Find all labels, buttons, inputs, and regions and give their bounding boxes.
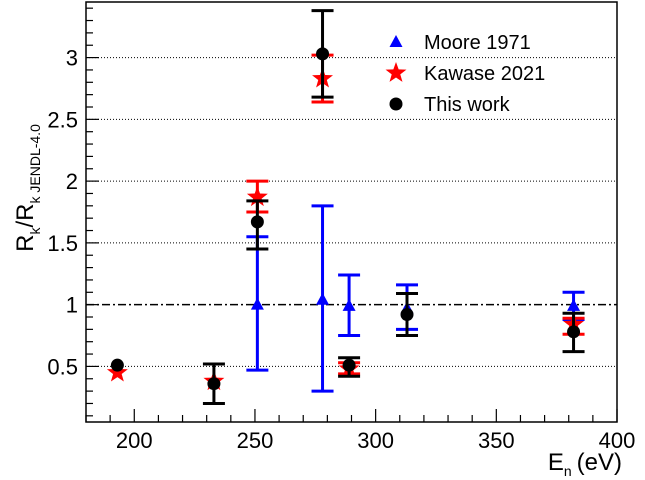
x-tick-label: 200 [116,428,153,453]
x-axis-title: En (eV) [548,449,622,479]
y-title-sub1: k [27,227,43,235]
legend-label: Kawase 2021 [424,63,545,85]
axes: 200 250 300 350 400 0.5 1 1.5 2 2.5 3 [47,7,636,453]
y-title-main: R [12,235,39,252]
y-tick-label: 1.5 [47,231,78,256]
y-tick-label: 2.5 [47,107,78,132]
data-series [106,9,585,405]
triangle-marker [316,292,330,305]
circle-marker [207,377,221,391]
circle-marker [250,215,264,229]
triangle-marker [250,297,264,310]
circle-marker [400,308,414,322]
y-tick-label: 2 [66,169,78,194]
y-axis-title: Rk/Rk JENDL-4.0 [12,124,43,252]
star-marker [385,62,407,82]
legend-label: This work [424,94,511,116]
y-title-sub2: k JENDL-4.0 [27,124,43,204]
circle-marker [110,358,124,372]
circle-marker [389,97,403,111]
circle-marker [316,47,330,61]
series-this-work [110,9,585,405]
circle-marker [567,325,581,339]
star-marker [246,186,268,207]
x-title-sub: n [564,463,572,479]
series-moore-1971 [246,204,585,393]
x-tick-label: 250 [237,428,274,453]
triangle-marker [567,298,581,311]
legend: Moore 1971 Kawase 2021 This work [385,32,545,116]
triangle-marker [342,298,356,311]
x-title-main: E [548,449,564,476]
y-tick-label: 3 [66,46,78,71]
y-tick-label: 0.5 [47,354,78,379]
legend-label: Moore 1971 [424,32,531,54]
series-kawase-2021 [106,53,585,391]
circle-marker [342,358,356,372]
y-tick-label: 1 [66,293,78,318]
x-tick-label: 350 [478,428,515,453]
triangle-marker [389,35,403,47]
x-tick-label: 300 [357,428,394,453]
grid-lines [86,57,617,367]
y-title-sep: /R [12,204,39,228]
x-tick-label: 400 [599,428,636,453]
x-title-unit: (eV) [577,449,622,476]
